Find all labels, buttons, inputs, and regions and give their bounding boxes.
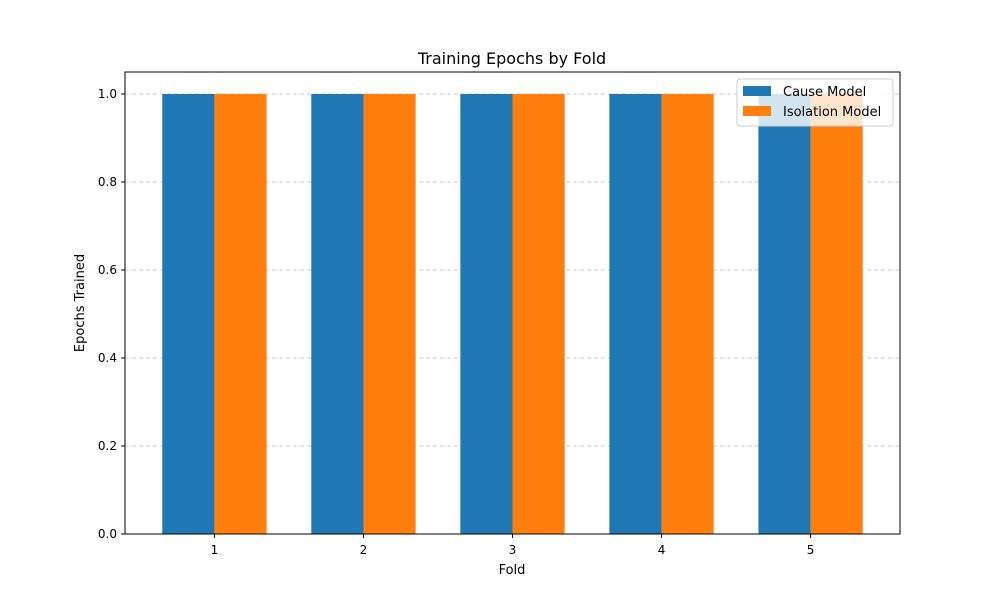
x-tick-label: 3 bbox=[509, 543, 517, 557]
y-tick-label: 1.0 bbox=[98, 87, 117, 101]
legend-swatch-isolation-model bbox=[743, 106, 771, 116]
bar-cause-model-fold-4 bbox=[609, 94, 662, 534]
bars bbox=[162, 94, 863, 534]
bar-isolation-model-fold-4 bbox=[661, 94, 714, 534]
bar-isolation-model-fold-5 bbox=[810, 94, 863, 534]
y-tick-label: 0.8 bbox=[98, 175, 117, 189]
bar-isolation-model-fold-1 bbox=[214, 94, 267, 534]
bar-cause-model-fold-3 bbox=[460, 94, 513, 534]
bar-isolation-model-fold-2 bbox=[363, 94, 416, 534]
legend-swatch-cause-model bbox=[743, 86, 771, 96]
x-tick-label: 4 bbox=[658, 543, 666, 557]
bar-isolation-model-fold-3 bbox=[512, 94, 565, 534]
y-tick-label: 0.2 bbox=[98, 439, 117, 453]
y-axis-label: Epochs Trained bbox=[73, 254, 88, 352]
y-tick-label: 0.0 bbox=[98, 527, 117, 541]
y-axis-ticks: 0.0 0.2 0.4 0.6 0.8 1.0 bbox=[98, 87, 125, 541]
y-tick-label: 0.4 bbox=[98, 351, 117, 365]
legend-label-isolation-model: Isolation Model bbox=[783, 105, 881, 120]
x-axis-ticks: 1 2 3 4 5 bbox=[211, 534, 815, 557]
x-tick-label: 5 bbox=[807, 543, 815, 557]
x-tick-label: 1 bbox=[211, 543, 219, 557]
legend: Cause Model Isolation Model bbox=[736, 78, 894, 127]
chart-title: Training Epochs by Fold bbox=[417, 49, 606, 68]
legend-box bbox=[736, 78, 894, 127]
x-axis-label: Fold bbox=[499, 563, 526, 578]
y-tick-label: 0.6 bbox=[98, 263, 117, 277]
bar-cause-model-fold-1 bbox=[162, 94, 215, 534]
bar-cause-model-fold-5 bbox=[758, 94, 811, 534]
x-tick-label: 2 bbox=[360, 543, 368, 557]
bar-cause-model-fold-2 bbox=[311, 94, 364, 534]
legend-label-cause-model: Cause Model bbox=[783, 85, 866, 100]
